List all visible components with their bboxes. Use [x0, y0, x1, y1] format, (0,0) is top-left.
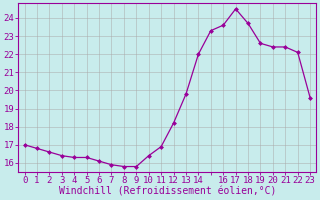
X-axis label: Windchill (Refroidissement éolien,°C): Windchill (Refroidissement éolien,°C) [59, 187, 276, 197]
